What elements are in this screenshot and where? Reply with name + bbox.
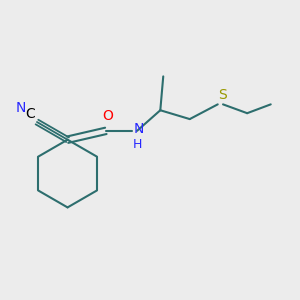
Text: H: H: [133, 138, 142, 151]
Text: N: N: [16, 101, 26, 115]
Text: N: N: [133, 122, 144, 136]
Text: O: O: [102, 110, 113, 124]
Text: C: C: [26, 106, 35, 121]
Text: S: S: [219, 88, 227, 102]
